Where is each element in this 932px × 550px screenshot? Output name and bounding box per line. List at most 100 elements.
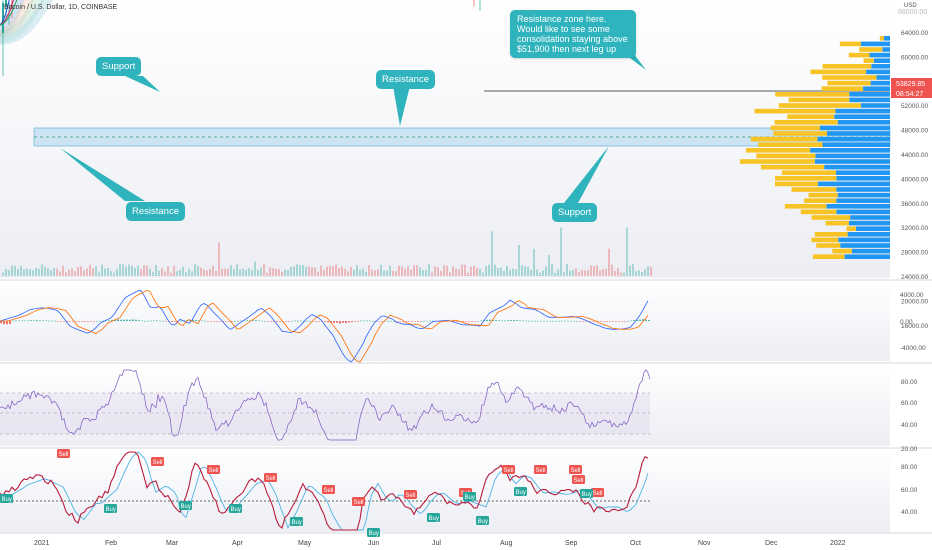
- price-tick: 28000.00: [901, 250, 928, 257]
- volume-bar: [518, 244, 520, 276]
- sell-signal-marker: [57, 449, 70, 458]
- volume-bar: [365, 271, 367, 276]
- macd-histogram-bar: [204, 320, 206, 322]
- volume-bar: [110, 271, 112, 276]
- rsi-tick: 40.00: [901, 422, 918, 429]
- macd-histogram-bar: [231, 321, 233, 322]
- macd-histogram-bar: [396, 321, 398, 322]
- macd-histogram-bar: [24, 320, 26, 322]
- profile-bar-yellow: [859, 47, 883, 52]
- resistance-pointer: [60, 148, 145, 201]
- macd-histogram-bar: [0, 321, 2, 324]
- profile-bar-yellow: [774, 181, 819, 187]
- macd-histogram-bar: [555, 320, 557, 322]
- volume-bar: [479, 268, 481, 276]
- buy-signal-label: Buy: [181, 504, 191, 510]
- volume-bar: [164, 271, 166, 276]
- macd-histogram-bar: [381, 321, 383, 322]
- volume-bar: [545, 266, 547, 276]
- macd-histogram-bar: [384, 320, 386, 322]
- sell-signal-label: Sell: [324, 488, 334, 494]
- macd-histogram-bar: [111, 320, 113, 321]
- stoch-tick: 80.00: [901, 464, 918, 471]
- buy-signal-label: Buy: [582, 492, 592, 498]
- volume-bar: [548, 255, 550, 276]
- volume-bar: [503, 270, 505, 276]
- price-tick: 36000.00: [901, 201, 928, 208]
- profile-bar-yellow: [756, 153, 816, 159]
- profile-bar-blue: [835, 108, 890, 114]
- sell-signal-marker: [591, 488, 604, 497]
- macd-histogram-bar: [612, 321, 614, 322]
- volume-bar: [44, 266, 46, 276]
- profile-bar-blue: [836, 187, 890, 192]
- rsi-pane[interactable]: [0, 364, 890, 446]
- macd-histogram-bar: [627, 320, 629, 322]
- macd-histogram-bar: [69, 321, 71, 322]
- volume-bar: [185, 272, 187, 276]
- profile-bar-yellow: [746, 148, 811, 153]
- macd-histogram-bar: [423, 320, 425, 322]
- rsi-band: [0, 393, 650, 434]
- bar-countdown: 08:54:27: [896, 91, 923, 98]
- macd-histogram-bar: [477, 320, 479, 322]
- volume-bar: [443, 265, 445, 276]
- macd-histogram-bar: [345, 321, 347, 324]
- macd-histogram-bar: [219, 321, 221, 322]
- volume-bar: [449, 272, 451, 276]
- volume-bar: [569, 270, 571, 276]
- macd-histogram-bar: [576, 320, 578, 322]
- volume-bar: [524, 266, 526, 276]
- macd-histogram-bar: [573, 320, 575, 322]
- macd-histogram-bar: [522, 320, 524, 322]
- volume-bar: [422, 269, 424, 276]
- macd-histogram-bar: [102, 320, 104, 322]
- profile-bar-yellow: [778, 103, 861, 108]
- macd-histogram-bar: [96, 320, 98, 322]
- buy-signal-label: Buy: [465, 495, 475, 501]
- volume-bar: [296, 264, 298, 276]
- profile-bar-yellow: [816, 243, 841, 248]
- time-tick: Nov: [698, 540, 711, 547]
- volume-bar: [140, 269, 142, 276]
- volume-bar: [230, 265, 232, 276]
- volume-bar: [584, 270, 586, 276]
- buy-signal-marker: [463, 492, 476, 501]
- profile-bar-yellow: [775, 176, 837, 181]
- volume-bar: [428, 264, 430, 276]
- symbol-title[interactable]: Bitcoin / U.S. Dollar, 1D, COINBASE: [4, 4, 118, 11]
- macd-histogram-bar: [114, 319, 116, 321]
- profile-bar-blue: [836, 176, 890, 181]
- sell-signal-marker: [352, 497, 365, 506]
- time-axis[interactable]: 2021 Feb Mar Apr May Jun Jul Aug Sep Oct Nov Dec 202…: [34, 540, 846, 547]
- price-tick: 60000.00: [901, 54, 928, 61]
- volume-bar: [305, 266, 307, 276]
- volume-bar: [116, 268, 118, 276]
- buy-signal-marker: [367, 528, 380, 537]
- volume-bar: [53, 268, 55, 276]
- support-pointer: [125, 76, 160, 92]
- macd-histogram-bar: [363, 320, 365, 322]
- profile-bar-blue: [871, 64, 890, 69]
- buy-signal-marker: [0, 494, 13, 503]
- rsi-tick: 80.00: [901, 379, 918, 386]
- volume-bar: [641, 271, 643, 276]
- volume-bar: [542, 270, 544, 276]
- profile-bar-blue: [822, 142, 890, 147]
- volume-bar: [107, 267, 109, 276]
- price-tick: 64000.00: [901, 30, 928, 37]
- price-axis[interactable]: 68000.00 64000.0060000.0056000.0052000.0…: [898, 9, 928, 330]
- time-tick: 2022: [830, 540, 846, 547]
- volume-bar: [650, 266, 652, 276]
- volume-bar: [95, 266, 97, 276]
- volume-bar: [311, 267, 313, 276]
- profile-bar-blue: [838, 237, 890, 243]
- macd-line: [0, 290, 649, 363]
- stoch-pane[interactable]: [0, 449, 890, 532]
- macd-histogram-bar: [291, 320, 293, 322]
- profile-bar-blue: [848, 220, 890, 226]
- volume-bar: [608, 248, 610, 276]
- volume-bar: [8, 270, 10, 276]
- sell-signal-label: Sell: [593, 491, 603, 497]
